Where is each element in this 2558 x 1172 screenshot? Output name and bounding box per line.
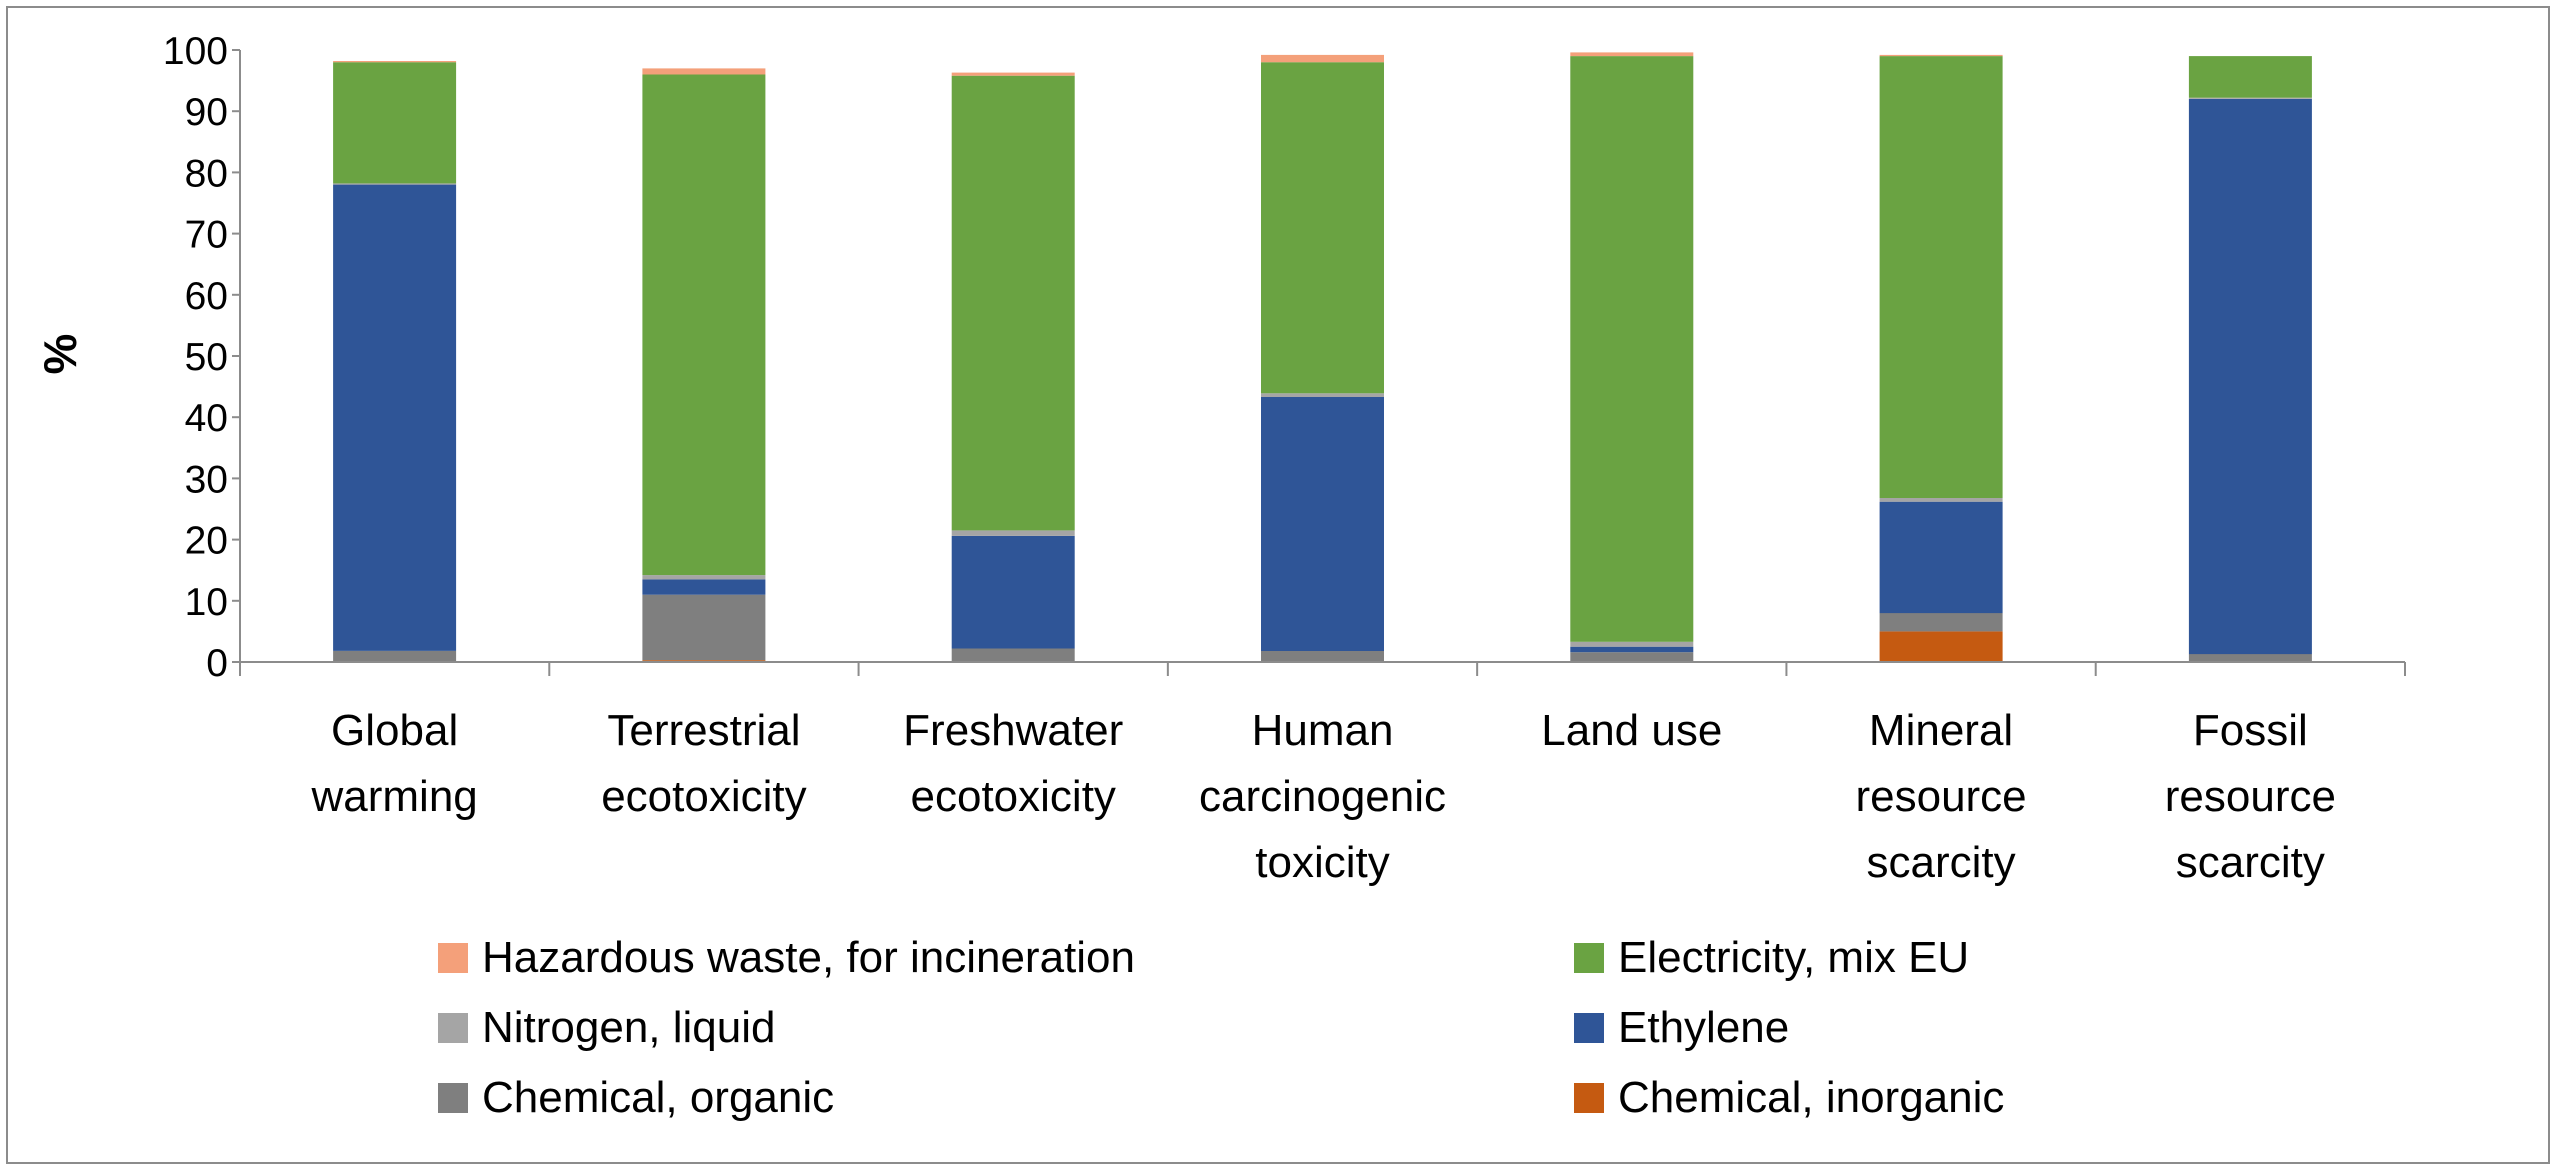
axes-layer	[232, 49, 2406, 676]
y-tick-label: 90	[185, 91, 228, 134]
bar-segment	[642, 68, 766, 75]
y-axis-label: %	[34, 334, 86, 375]
bar-segment	[1261, 62, 1384, 394]
y-tick-label: 30	[185, 458, 228, 501]
bar-segment	[951, 535, 1075, 649]
legend-label: Ethylene	[1618, 1003, 1789, 1052]
y-tick-labels: 0 10 20 30 40 50 60 70 80 90 100	[163, 30, 228, 685]
x-category-label: Freshwater ecotoxicity	[903, 706, 1123, 821]
legend-label: Hazardous waste, for incineration	[482, 933, 1135, 982]
x-category-labels: Global warming Terrestrial ecotoxicity Fresh…	[311, 706, 2336, 887]
y-tick-label: 0	[206, 642, 228, 685]
bar-segment	[1261, 397, 1384, 651]
legend-label: Nitrogen, liquid	[482, 1003, 776, 1052]
y-tick-label: 40	[185, 397, 228, 440]
y-tick-label: 60	[185, 275, 228, 318]
bar-segment	[1570, 652, 1694, 662]
bars-layer	[333, 52, 2312, 662]
legend-swatch	[438, 1013, 468, 1043]
y-tick-label: 10	[185, 581, 228, 624]
legend: Hazardous waste, for incineration Electri…	[438, 933, 2004, 1122]
bar-segment	[642, 594, 766, 661]
x-category-label: Mineral resource scarcity	[1855, 706, 2026, 887]
legend-swatch	[1574, 1013, 1604, 1043]
bar-segment	[333, 61, 457, 63]
y-tick-label: 80	[185, 152, 228, 195]
bar-segment	[1879, 54, 2003, 57]
x-category-label: Land use	[1541, 706, 1722, 755]
bar-segment	[2188, 97, 2312, 99]
bar-segment	[642, 575, 766, 580]
bar-segment	[1879, 56, 2003, 498]
bar-segment	[1570, 52, 1694, 57]
bar-segment	[642, 579, 766, 595]
bar-segment	[1879, 631, 2003, 662]
bar-segment	[1570, 646, 1694, 653]
legend-swatch	[1574, 943, 1604, 973]
y-tick-label: 50	[185, 336, 228, 379]
x-category-label: Terrestrial ecotoxicity	[601, 706, 806, 821]
bar-segment	[2188, 654, 2312, 662]
bar-segment	[642, 74, 766, 576]
y-tick-label: 100	[163, 30, 228, 73]
bar-segment	[951, 72, 1075, 76]
bar-segment	[951, 75, 1075, 531]
bar-segment	[1261, 651, 1384, 662]
x-category-label: Fossil resource scarcity	[2165, 706, 2336, 887]
bar-segment	[333, 184, 457, 651]
bar-segment	[951, 648, 1075, 662]
bar-segment	[951, 530, 1075, 536]
bar-segment	[1570, 56, 1694, 642]
bar-segment	[1879, 501, 2003, 614]
x-category-label: Global warming	[311, 706, 478, 821]
bar-segment	[1261, 393, 1384, 397]
bar-segment	[333, 62, 457, 184]
legend-swatch	[438, 1083, 468, 1113]
legend-label: Chemical, inorganic	[1618, 1073, 2004, 1122]
bar-segment	[2188, 99, 2312, 655]
y-tick-label: 70	[185, 214, 228, 257]
bar-segment	[1261, 54, 1384, 63]
x-category-label: Human carcinogenic toxicity	[1199, 706, 1446, 887]
bar-segment	[2188, 56, 2312, 98]
legend-swatch	[1574, 1083, 1604, 1113]
bar-segment	[1570, 641, 1694, 647]
bar-segment	[1879, 498, 2003, 502]
legend-label: Electricity, mix EU	[1618, 933, 1969, 982]
bar-segment	[1879, 613, 2003, 632]
bar-segment	[333, 651, 457, 662]
legend-swatch	[438, 943, 468, 973]
bar-segment	[333, 183, 457, 185]
legend-label: Chemical, organic	[482, 1073, 834, 1122]
y-tick-label: 20	[185, 520, 228, 563]
